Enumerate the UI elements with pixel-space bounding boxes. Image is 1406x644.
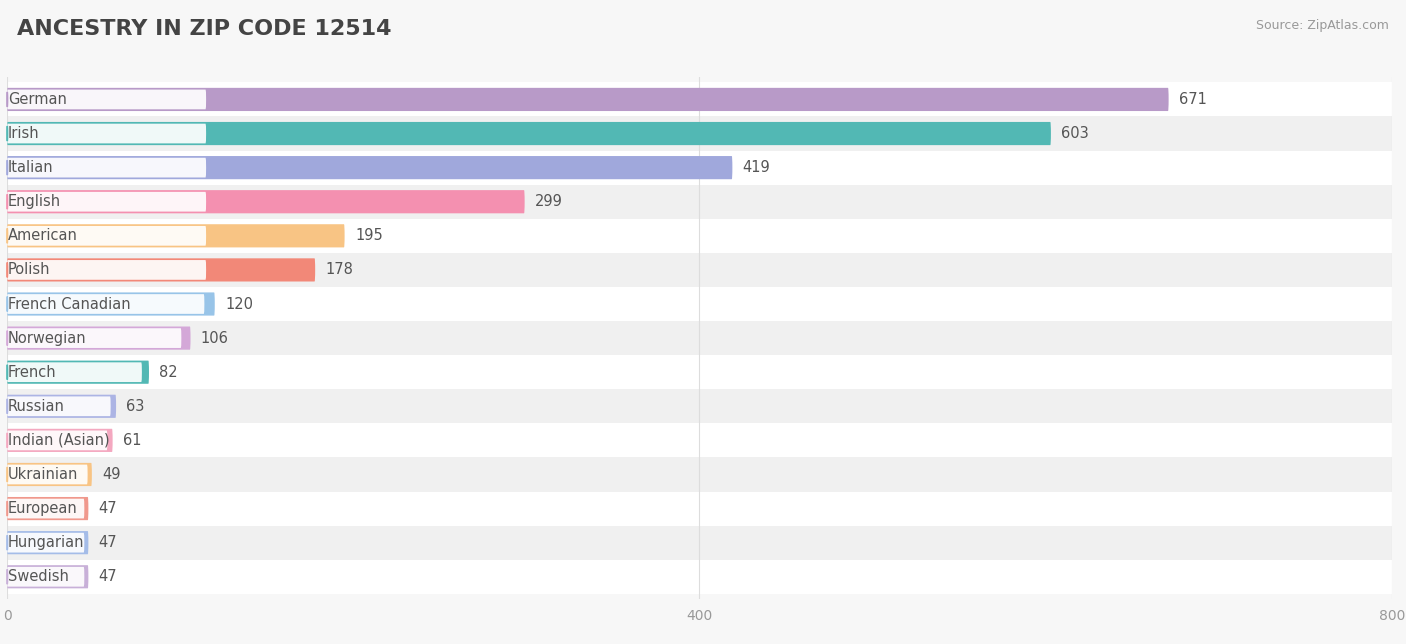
FancyBboxPatch shape [7, 156, 733, 179]
FancyBboxPatch shape [7, 531, 89, 554]
Text: 49: 49 [103, 467, 121, 482]
Text: Swedish: Swedish [8, 569, 69, 584]
FancyBboxPatch shape [7, 294, 204, 314]
Text: 603: 603 [1062, 126, 1090, 141]
FancyBboxPatch shape [7, 292, 215, 316]
Bar [7, 287, 1392, 321]
FancyBboxPatch shape [7, 328, 181, 348]
Text: European: European [8, 501, 77, 516]
Text: 195: 195 [354, 229, 382, 243]
Text: Irish: Irish [8, 126, 39, 141]
FancyBboxPatch shape [7, 429, 112, 452]
Text: ANCESTRY IN ZIP CODE 12514: ANCESTRY IN ZIP CODE 12514 [17, 19, 391, 39]
Bar [7, 355, 1392, 389]
Text: Russian: Russian [8, 399, 65, 414]
Bar [7, 185, 1392, 219]
Text: Polish: Polish [8, 262, 51, 278]
Text: German: German [8, 92, 66, 107]
Text: Norwegian: Norwegian [8, 330, 87, 346]
Text: Indian (Asian): Indian (Asian) [8, 433, 110, 448]
FancyBboxPatch shape [7, 498, 84, 518]
FancyBboxPatch shape [7, 363, 142, 382]
Bar [7, 321, 1392, 355]
FancyBboxPatch shape [7, 192, 207, 212]
FancyBboxPatch shape [7, 158, 207, 178]
Bar [7, 82, 1392, 117]
FancyBboxPatch shape [7, 497, 89, 520]
Text: 178: 178 [326, 262, 353, 278]
Text: 61: 61 [122, 433, 142, 448]
Text: French: French [8, 365, 56, 380]
Text: Ukrainian: Ukrainian [8, 467, 79, 482]
Text: French Canadian: French Canadian [8, 296, 131, 312]
Text: 120: 120 [225, 296, 253, 312]
FancyBboxPatch shape [7, 226, 207, 245]
Text: 82: 82 [159, 365, 179, 380]
FancyBboxPatch shape [7, 224, 344, 247]
FancyBboxPatch shape [7, 463, 91, 486]
Bar [7, 389, 1392, 423]
Text: 106: 106 [201, 330, 229, 346]
Text: Source: ZipAtlas.com: Source: ZipAtlas.com [1256, 19, 1389, 32]
FancyBboxPatch shape [7, 431, 107, 450]
Text: 671: 671 [1180, 92, 1206, 107]
Text: 47: 47 [98, 501, 118, 516]
Text: 63: 63 [127, 399, 145, 414]
FancyBboxPatch shape [7, 90, 207, 109]
Text: American: American [8, 229, 77, 243]
Bar [7, 560, 1392, 594]
FancyBboxPatch shape [7, 533, 84, 553]
Bar [7, 491, 1392, 526]
Bar [7, 117, 1392, 151]
Text: 47: 47 [98, 535, 118, 550]
FancyBboxPatch shape [7, 565, 89, 589]
Bar [7, 423, 1392, 457]
FancyBboxPatch shape [7, 464, 87, 484]
Bar [7, 151, 1392, 185]
FancyBboxPatch shape [7, 260, 207, 279]
FancyBboxPatch shape [7, 567, 84, 587]
Text: 299: 299 [536, 194, 562, 209]
FancyBboxPatch shape [7, 88, 1168, 111]
FancyBboxPatch shape [7, 122, 1050, 145]
FancyBboxPatch shape [7, 395, 117, 418]
FancyBboxPatch shape [7, 327, 191, 350]
FancyBboxPatch shape [7, 361, 149, 384]
Text: Hungarian: Hungarian [8, 535, 84, 550]
FancyBboxPatch shape [7, 397, 111, 416]
FancyBboxPatch shape [7, 190, 524, 213]
Text: 47: 47 [98, 569, 118, 584]
FancyBboxPatch shape [7, 124, 207, 144]
Bar [7, 219, 1392, 253]
Text: English: English [8, 194, 60, 209]
Bar [7, 457, 1392, 491]
Text: Italian: Italian [8, 160, 53, 175]
FancyBboxPatch shape [7, 258, 315, 281]
Bar [7, 253, 1392, 287]
Text: 419: 419 [742, 160, 770, 175]
Bar [7, 526, 1392, 560]
